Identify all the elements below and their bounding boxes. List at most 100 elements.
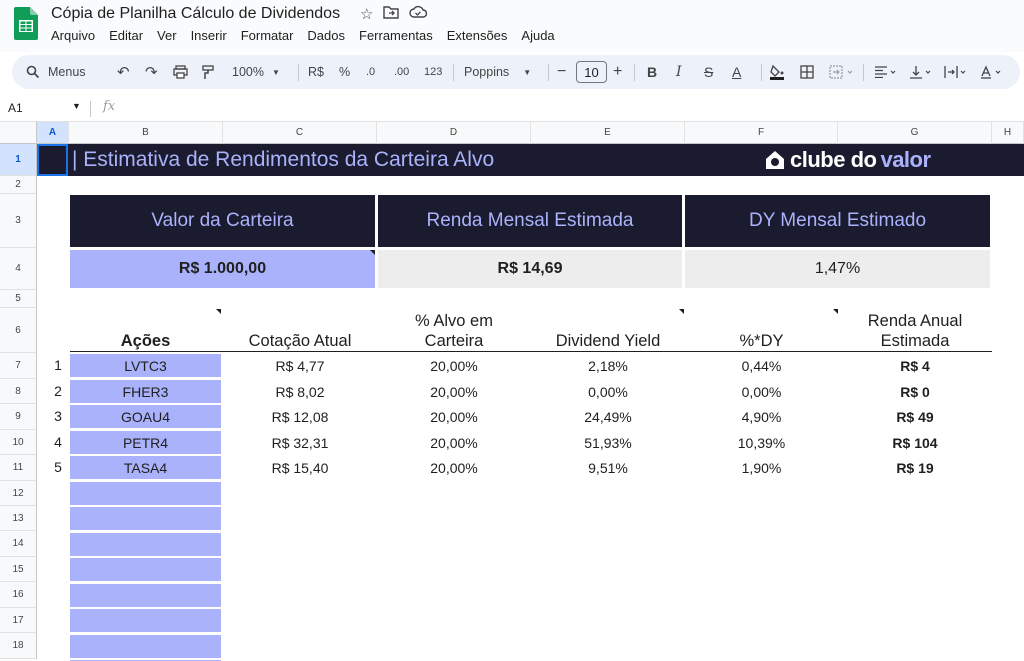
kpi-label-valor-carteira[interactable]: Valor da Carteira <box>70 195 375 247</box>
row-header-14[interactable]: 14 <box>0 531 37 557</box>
kpi-label-renda-mensal[interactable]: Renda Mensal Estimada <box>378 195 682 247</box>
kpi-value-valor-carteira[interactable]: R$ 1.000,00 <box>70 250 375 288</box>
header-cotacao[interactable]: Cotação Atual <box>248 332 352 350</box>
redo-icon[interactable]: ↷ <box>145 64 158 81</box>
strikethrough-icon[interactable]: S <box>704 64 714 80</box>
kpi-label-dy-mensal[interactable]: DY Mensal Estimado <box>685 195 990 247</box>
ticker-cell[interactable]: GOAU4 <box>70 405 221 428</box>
renda-cell[interactable]: R$ 49 <box>896 408 934 425</box>
column-header-h[interactable]: H <box>992 122 1024 144</box>
ticker-cell-empty[interactable] <box>70 558 221 581</box>
column-header-b[interactable]: B <box>69 122 223 144</box>
pct-dy-cell[interactable]: 0,00% <box>741 383 782 400</box>
increase-decimal-button[interactable]: .00 <box>394 66 410 78</box>
pct-dy-cell[interactable]: 10,39% <box>737 434 786 451</box>
column-header-e[interactable]: E <box>531 122 685 144</box>
alvo-cell[interactable]: 20,00% <box>430 459 478 476</box>
cotacao-cell[interactable]: R$ 12,08 <box>271 408 329 425</box>
zoom-select[interactable]: 100% ▼ <box>232 55 280 89</box>
ticker-cell[interactable]: FHER3 <box>70 380 221 403</box>
renda-cell[interactable]: R$ 0 <box>900 383 930 400</box>
pct-dy-cell[interactable]: 0,44% <box>741 357 782 374</box>
horizontal-align-icon[interactable] <box>874 55 898 89</box>
dy-cell[interactable]: 2,18% <box>588 357 628 374</box>
alvo-cell[interactable]: 20,00% <box>430 383 478 400</box>
row-header-11[interactable]: 11 <box>0 455 37 481</box>
chevron-down-icon[interactable]: ▼ <box>72 101 81 111</box>
column-header-a[interactable]: A <box>37 122 69 144</box>
dy-cell[interactable]: 24,49% <box>584 408 632 425</box>
menu-formatar[interactable]: Formatar <box>240 28 294 43</box>
ticker-cell[interactable]: LVTC3 <box>70 354 221 377</box>
row-header-13[interactable]: 13 <box>0 506 37 531</box>
renda-cell[interactable]: R$ 4 <box>900 357 930 374</box>
decrease-font-size-icon[interactable]: − <box>557 63 567 80</box>
row-header-2[interactable]: 2 <box>0 176 37 194</box>
row-header-16[interactable]: 16 <box>0 582 37 608</box>
kpi-value-renda-mensal[interactable]: R$ 14,69 <box>378 250 682 288</box>
undo-icon[interactable]: ↶ <box>117 64 130 81</box>
merge-cells-icon[interactable] <box>829 55 855 89</box>
menu-inserir[interactable]: Inserir <box>190 28 227 43</box>
name-box[interactable]: A1 <box>8 101 23 115</box>
ticker-cell[interactable]: PETR4 <box>70 431 221 454</box>
ticker-cell-empty[interactable] <box>70 482 221 505</box>
header-alvo[interactable]: % Alvo em Carteira <box>377 311 531 351</box>
menu-dados[interactable]: Dados <box>307 28 345 43</box>
ticker-cell[interactable]: TASA4 <box>70 456 221 479</box>
column-header-d[interactable]: D <box>377 122 531 144</box>
currency-format-button[interactable]: R$ <box>308 65 324 79</box>
text-wrap-icon[interactable] <box>944 55 968 89</box>
header-renda-anual[interactable]: Renda Anual Estimada <box>838 311 992 351</box>
header-acoes[interactable]: Ações <box>120 332 171 350</box>
move-folder-icon[interactable] <box>383 5 400 23</box>
ticker-cell-empty[interactable] <box>70 609 221 632</box>
pct-dy-cell[interactable]: 4,90% <box>741 408 782 425</box>
kpi-value-dy-mensal[interactable]: 1,47% <box>685 250 990 288</box>
renda-cell[interactable]: R$ 19 <box>896 459 934 476</box>
menu-ajuda[interactable]: Ajuda <box>521 28 555 43</box>
row-header-5[interactable]: 5 <box>0 290 37 308</box>
column-header-f[interactable]: F <box>685 122 838 144</box>
row-header-8[interactable]: 8 <box>0 379 37 404</box>
decrease-decimal-button[interactable]: .0 <box>366 66 376 78</box>
dy-cell[interactable]: 0,00% <box>588 383 628 400</box>
column-header-g[interactable]: G <box>838 122 992 144</box>
borders-icon[interactable] <box>800 55 814 89</box>
bold-icon[interactable]: B <box>647 64 658 80</box>
cotacao-cell[interactable]: R$ 8,02 <box>275 383 325 400</box>
text-rotation-icon[interactable] <box>980 55 1004 89</box>
row-header-17[interactable]: 17 <box>0 608 37 633</box>
row-header-15[interactable]: 15 <box>0 557 37 582</box>
renda-cell[interactable]: R$ 104 <box>892 434 938 451</box>
row-header-3[interactable]: 3 <box>0 194 37 248</box>
row-header-1[interactable]: 1 <box>0 144 37 176</box>
alvo-cell[interactable]: 20,00% <box>430 357 478 374</box>
dy-cell[interactable]: 9,51% <box>588 459 628 476</box>
menu-ferramentas[interactable]: Ferramentas <box>359 28 433 43</box>
vertical-align-icon[interactable] <box>909 55 933 89</box>
menu-extensoes[interactable]: Extensões <box>446 28 508 43</box>
text-color-icon[interactable]: A <box>732 64 742 80</box>
italic-icon[interactable]: I <box>676 64 682 80</box>
cotacao-cell[interactable]: R$ 15,40 <box>271 459 329 476</box>
select-all-corner[interactable] <box>0 122 37 144</box>
sheet-title[interactable]: | Estimativa de Rendimentos da Carteira … <box>72 148 495 171</box>
font-size-input[interactable]: 10 <box>576 61 607 83</box>
print-icon[interactable] <box>173 55 188 89</box>
ticker-cell-empty[interactable] <box>70 507 221 530</box>
ticker-cell-empty[interactable] <box>70 584 221 607</box>
ticker-cell-empty[interactable] <box>70 635 221 658</box>
row-header-10[interactable]: 10 <box>0 430 37 455</box>
increase-font-size-icon[interactable]: + <box>613 63 623 80</box>
row-header-6[interactable]: 6 <box>0 308 37 353</box>
cotacao-cell[interactable]: R$ 32,31 <box>271 434 329 451</box>
cotacao-cell[interactable]: R$ 4,77 <box>275 357 325 374</box>
document-title[interactable]: Cópia de Planilha Cálculo de Dividendos <box>51 5 341 22</box>
dy-cell[interactable]: 51,93% <box>584 434 632 451</box>
menu-editar[interactable]: Editar <box>109 28 144 43</box>
ticker-cell-empty[interactable] <box>70 533 221 556</box>
search-menus-button[interactable]: Menus <box>26 55 86 89</box>
row-header-7[interactable]: 7 <box>0 353 37 379</box>
font-select[interactable]: Poppins ▼ <box>464 55 531 89</box>
